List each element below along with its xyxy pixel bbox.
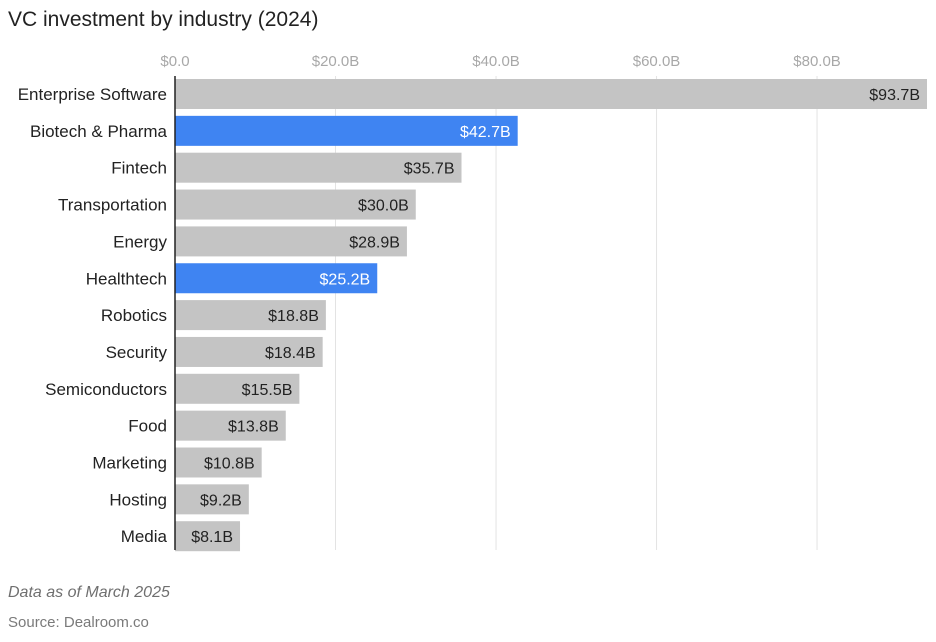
value-label: $15.5B bbox=[242, 382, 293, 399]
category-label: Energy bbox=[113, 232, 167, 251]
category-label: Biotech & Pharma bbox=[30, 122, 168, 141]
bar bbox=[175, 410, 286, 441]
value-label: $10.8B bbox=[204, 456, 255, 473]
value-label: $13.8B bbox=[228, 419, 279, 436]
value-label: $93.7B bbox=[869, 87, 920, 104]
bar bbox=[175, 447, 262, 478]
bar bbox=[175, 373, 300, 404]
bar bbox=[175, 336, 323, 367]
category-label: Transportation bbox=[58, 196, 167, 215]
bar-chart: $0.0 $20.0B $40.0B $60.0B $80.0B Enterprise S… bbox=[18, 53, 927, 552]
category-label: Hosting bbox=[109, 490, 167, 509]
category-label: Media bbox=[121, 527, 168, 546]
x-tick-label: $40.0B bbox=[472, 53, 520, 70]
category-label: Healthtech bbox=[86, 269, 167, 288]
x-tick-label: $80.0B bbox=[793, 53, 841, 70]
x-tick-label: $60.0B bbox=[633, 53, 681, 70]
bar bbox=[175, 300, 326, 331]
category-label: Robotics bbox=[101, 306, 167, 325]
bar bbox=[175, 263, 378, 294]
bar bbox=[175, 79, 927, 109]
chart-title: VC investment by industry (2024) bbox=[8, 8, 319, 31]
value-label: $25.2B bbox=[320, 271, 371, 288]
category-label: Food bbox=[128, 417, 167, 436]
value-label: $18.8B bbox=[268, 308, 319, 325]
x-tick-label: $0.0 bbox=[160, 53, 189, 70]
bar bbox=[175, 115, 518, 146]
data-date-note: Data as of March 2025 bbox=[8, 584, 170, 601]
category-label: Marketing bbox=[92, 454, 167, 473]
category-label: Fintech bbox=[111, 159, 167, 178]
value-label: $9.2B bbox=[200, 492, 242, 509]
bar bbox=[175, 226, 407, 257]
bar bbox=[175, 521, 241, 552]
bar bbox=[175, 152, 462, 183]
value-label: $18.4B bbox=[265, 345, 316, 362]
source-note: Source: Dealroom.co bbox=[8, 614, 149, 631]
category-label: Security bbox=[106, 343, 168, 362]
value-label: $30.0B bbox=[358, 198, 409, 215]
bar bbox=[175, 189, 416, 220]
value-label: $35.7B bbox=[404, 161, 455, 178]
value-label: $28.9B bbox=[349, 234, 400, 251]
value-label: $8.1B bbox=[191, 529, 233, 546]
x-tick-label: $20.0B bbox=[312, 53, 360, 70]
bar bbox=[175, 484, 249, 515]
value-label: $42.7B bbox=[460, 124, 511, 141]
category-label: Enterprise Software bbox=[18, 85, 167, 104]
category-label: Semiconductors bbox=[45, 380, 167, 399]
